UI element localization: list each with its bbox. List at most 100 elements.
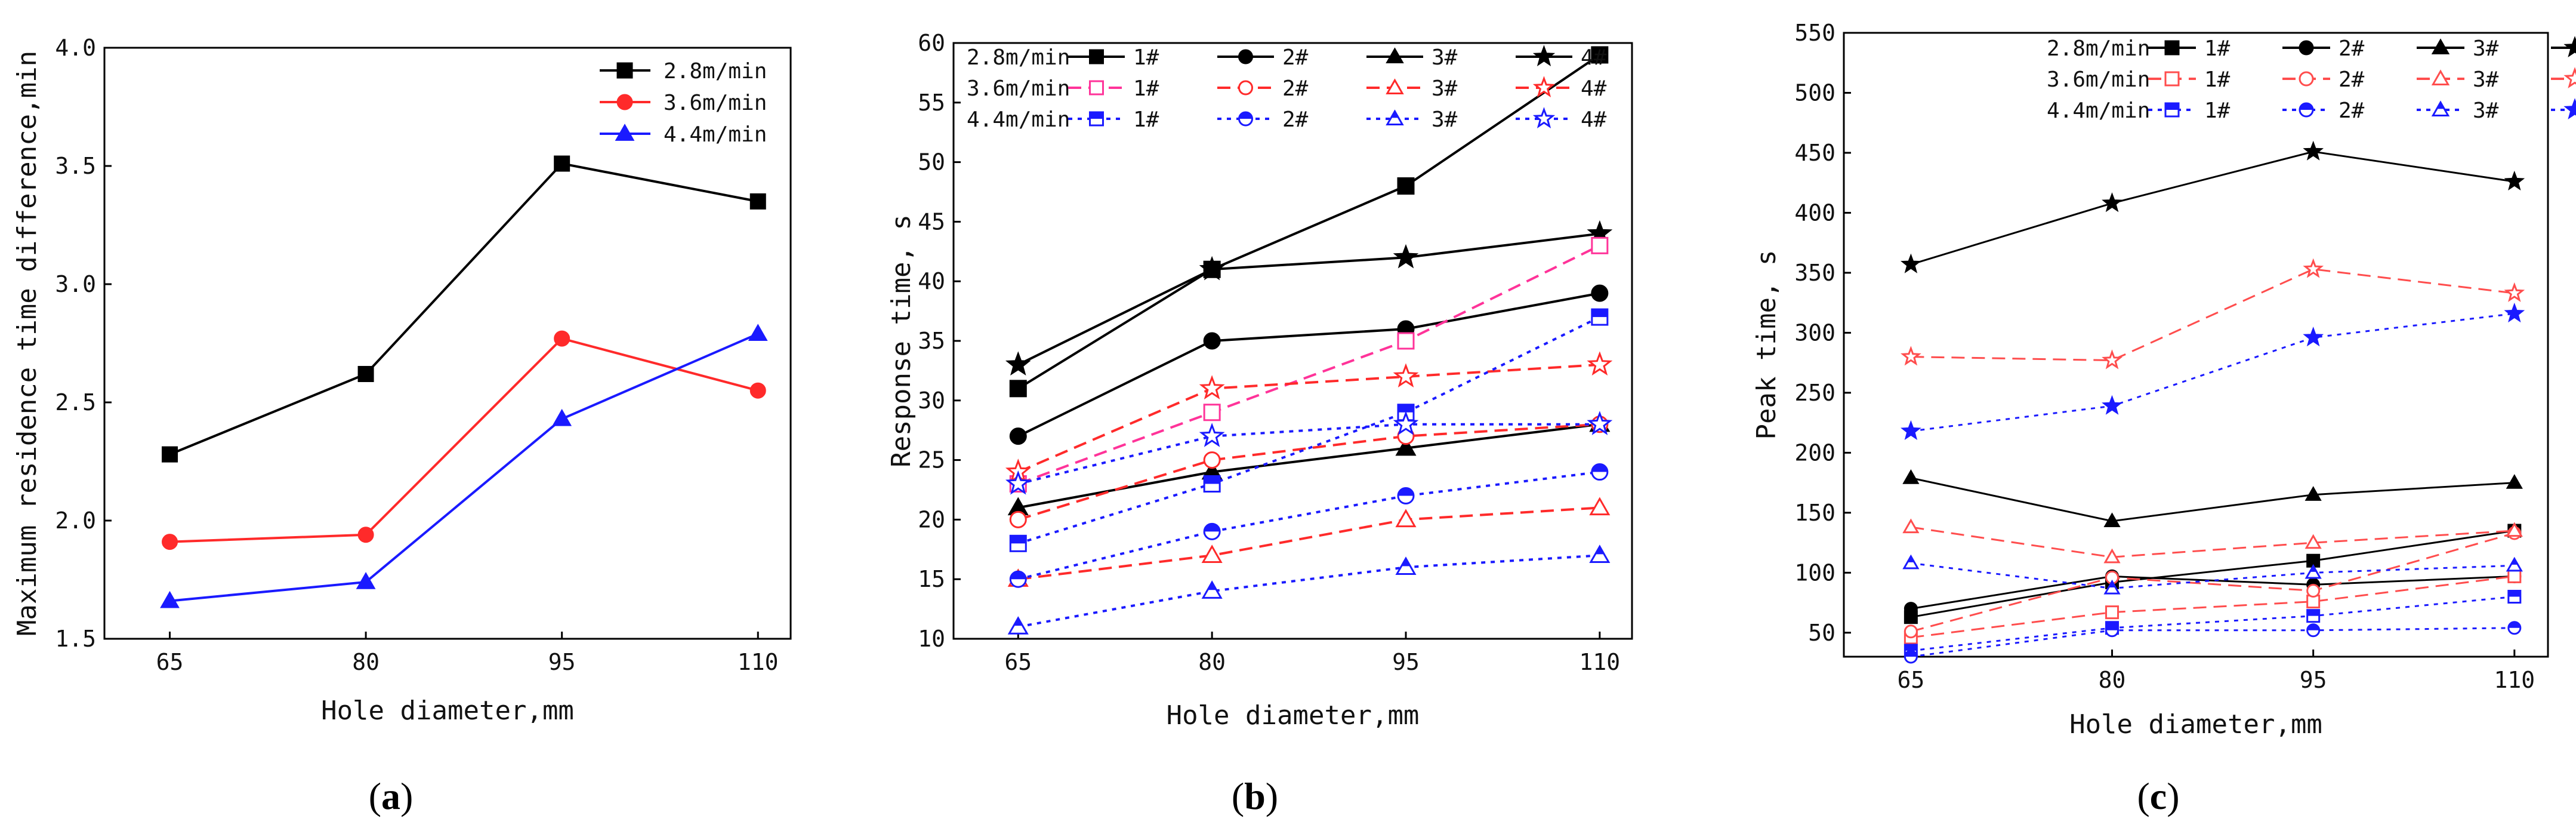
marker-half-fill [2108, 581, 2116, 588]
marker-square [2105, 605, 2120, 620]
series-line [1017, 554, 1600, 628]
legend-group-label: 2.8m/min [967, 45, 1070, 70]
series-line [1911, 268, 2515, 362]
marker-half-fill [1090, 112, 1103, 119]
marker-half-fill [1010, 571, 1026, 580]
marker-half-fill [2165, 103, 2179, 110]
y-tick-label: 10 [918, 626, 945, 652]
data-point [1201, 580, 1223, 599]
marker-circle [1904, 602, 1918, 616]
marker-circle [1009, 427, 1027, 445]
marker-half-fill [2307, 610, 2319, 616]
data-point [2303, 258, 2324, 278]
legend-item: 1# [1068, 76, 1159, 101]
legend-item: 3# [2417, 99, 2499, 123]
series-3-6m-min [162, 330, 766, 550]
y-tick-label: 400 [1794, 199, 1835, 226]
marker-square [1089, 80, 1104, 96]
series-line [169, 337, 758, 543]
x-tick-label: 95 [1392, 649, 1420, 675]
y-tick-label: 150 [1794, 500, 1835, 526]
data-point [1009, 427, 1027, 445]
plot-frame [1843, 32, 2549, 658]
panel-b-caption: (b) [1232, 775, 1278, 817]
legend-item: 3# [1366, 107, 1458, 132]
legend-item: 2# [1217, 76, 1309, 101]
x-tick-label: 110 [738, 649, 779, 675]
marker-circle [1203, 451, 1221, 469]
series-line [1911, 526, 2515, 558]
data-point [1397, 404, 1415, 421]
series-line [1911, 530, 2515, 618]
marker-star [1901, 420, 1921, 440]
x-tick-label: 65 [1004, 649, 1032, 675]
data-point [2105, 623, 2120, 638]
marker-star [1532, 45, 1556, 66]
marker-square [2507, 569, 2522, 583]
marker-star [1587, 411, 1613, 435]
data-point [356, 572, 376, 589]
plot-frame [952, 42, 1633, 640]
legend-item: 1# [2148, 99, 2231, 123]
data-point [1902, 554, 1920, 570]
data-point [1902, 469, 1920, 484]
legend-label: 4# [1581, 107, 1607, 132]
data-point [1199, 375, 1225, 400]
series-line [169, 333, 758, 602]
y-tick-label: 2.0 [55, 507, 96, 534]
marker-triangle [1902, 469, 1920, 484]
data-point [2506, 556, 2523, 572]
marker-triangle [1589, 497, 1611, 516]
marker-circle [749, 382, 766, 399]
data-point [1203, 451, 1221, 469]
legend-group-label: 3.6m/min [2047, 67, 2150, 92]
marker-circle [357, 527, 374, 543]
marker-half-fill [1907, 556, 1915, 562]
legend-marker [1089, 80, 1104, 96]
y-tick-label: 15 [918, 566, 945, 592]
legend-item: 2# [1217, 45, 1309, 70]
series-3-6m-min-4- [1005, 351, 1613, 483]
marker-circle [616, 94, 633, 110]
data-point [1591, 308, 1609, 326]
legend-item: 4# [1516, 45, 1607, 70]
legend-marker [1238, 111, 1253, 127]
marker-triangle [2506, 474, 2523, 489]
marker-circle [162, 534, 178, 550]
legend-label: 3# [1432, 45, 1458, 70]
legend: 2.8m/min 1# 2# 3# 4# 3.6m/min 1# 2# 3# 4# 4.4m/min… [967, 45, 1607, 132]
series-line [1911, 312, 2515, 432]
y-axis-label: Response time, s [886, 214, 917, 467]
y-tick-label: 60 [918, 30, 945, 56]
data-point [1904, 624, 1918, 639]
legend-item: 3.6m/min [600, 91, 767, 115]
legend-item: 2.8m/min [600, 59, 767, 84]
legend-item: 4# [2551, 67, 2576, 88]
data-point [1901, 253, 1921, 273]
marker-square [1203, 404, 1221, 421]
marker-star [2303, 258, 2324, 278]
series-4-4m-min-2- [1904, 621, 2522, 664]
series-line [1017, 244, 1600, 485]
marker-triangle [2103, 512, 2121, 528]
data-point [1009, 510, 1027, 528]
legend-label: 1# [1133, 107, 1159, 132]
marker-star [1901, 253, 1921, 273]
legend-marker [2431, 69, 2450, 85]
data-point [1904, 602, 1918, 616]
y-tick-label: 2.5 [55, 389, 96, 416]
marker-triangle [1386, 47, 1404, 63]
marker-half-fill [1398, 404, 1414, 413]
marker-square [1397, 332, 1415, 350]
marker-half-fill [2106, 624, 2118, 630]
data-point [162, 446, 178, 463]
y-tick-label: 1.5 [55, 626, 96, 652]
marker-half-fill [1391, 111, 1399, 118]
data-point [1005, 351, 1031, 376]
series-line [1017, 316, 1600, 545]
legend-item: 3# [2417, 67, 2499, 92]
legend-label: 2# [1282, 76, 1309, 101]
legend-item: 3# [1366, 45, 1458, 70]
data-point [1393, 411, 1419, 435]
